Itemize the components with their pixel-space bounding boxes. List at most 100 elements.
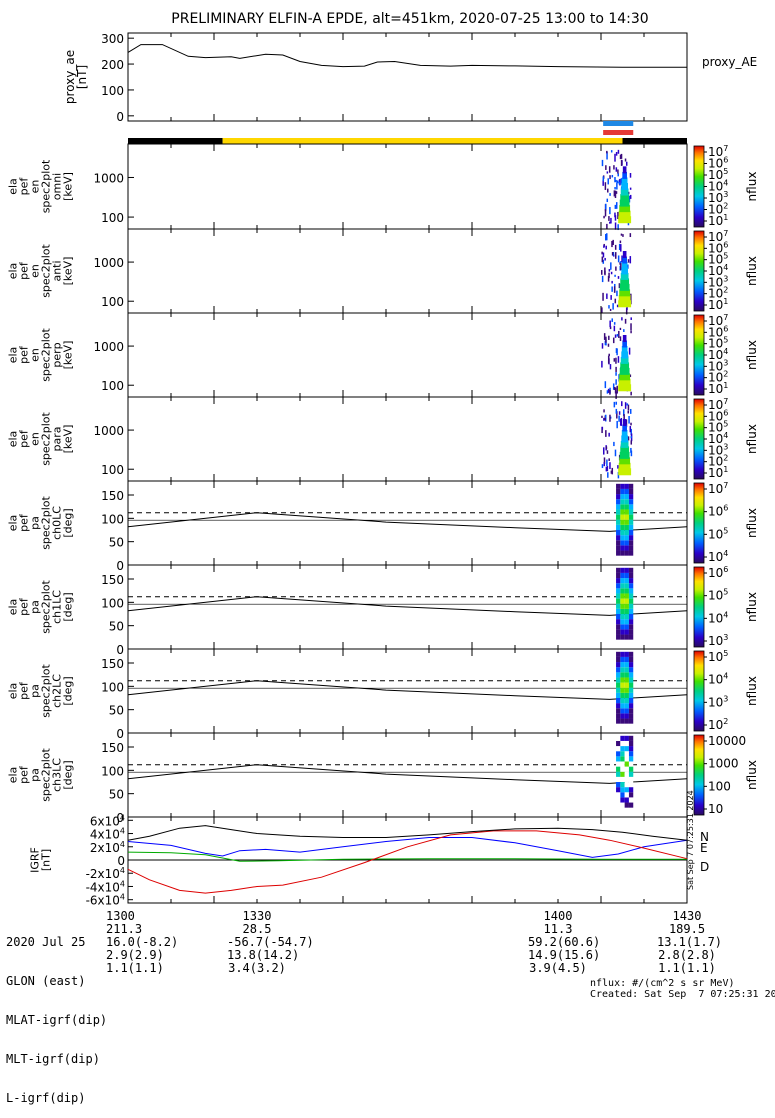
pa-ch2-pa-6-0	[616, 687, 621, 693]
en-para-speck-13	[627, 436, 630, 441]
pa-ch3-pa-8-2	[624, 761, 629, 767]
side-timestamp: Sat Sep 7 07:25:31 2024	[686, 790, 695, 890]
en-para-yticklabel-0: 1000	[93, 424, 124, 438]
pa-ch1-pa-2-3	[628, 624, 634, 630]
pa-ch2-pa-13-3	[628, 651, 634, 657]
en-anti-blob-6	[621, 267, 629, 275]
en-anti-blob-4	[620, 278, 630, 286]
en-para-speck-49	[630, 447, 632, 453]
igrf-legend-N: N	[700, 830, 709, 844]
en-perp-speck-69	[606, 390, 609, 394]
pa-ch2-cblabel-1: 104	[708, 672, 728, 687]
en-anti-speck-19	[601, 251, 603, 255]
pa-ch1-ylabel: elapefpaspec2plotch1LC[deg]	[7, 580, 75, 634]
pa-ch0-pa-13-1	[620, 483, 625, 489]
en-perp-speck-66	[607, 355, 610, 364]
footer-value-0-3: 1430	[672, 909, 702, 923]
en-omni-speck-25	[604, 209, 607, 217]
en-omni-blob-8	[622, 171, 627, 179]
en-anti-cblabel-1: 106	[708, 240, 728, 255]
pa-ch3-pa-5-0	[616, 776, 621, 782]
en-perp-cblabel-0: 107	[708, 313, 728, 328]
pa-ch0-pa-12-3	[628, 488, 634, 495]
pa-ch1-pa-7-2	[624, 598, 629, 604]
pa-ch0-pa-2-1	[620, 540, 625, 546]
en-para-speck-3	[630, 428, 632, 436]
en-perp-blob-6	[621, 351, 629, 359]
en-perp-speck-68	[601, 360, 603, 368]
en-para-speck-63	[601, 464, 604, 469]
en-perp-speck-14	[617, 356, 620, 363]
en-perp-speck-19	[630, 323, 632, 331]
en-omni-ylabel: elapefenspec2plotomni[keV]	[7, 159, 75, 213]
en-perp-speck-51	[607, 343, 610, 347]
en-anti-blob-5	[620, 272, 629, 280]
en-omni-cblabel-6: 101	[708, 213, 728, 228]
en-perp-blob-8	[622, 340, 627, 348]
pa-ch2-pa-1-3	[628, 713, 634, 719]
pa-ch3-colorbar	[693, 734, 705, 816]
en-para-speck-7	[608, 458, 610, 461]
status-segment-1	[222, 138, 623, 144]
pa-ch3-cblabel-0: 10000	[708, 734, 746, 748]
pa-ch0-pa-11-1	[620, 494, 625, 500]
pa-ch1-pa-4-3	[628, 614, 634, 620]
pa-ch3-pa-5-3	[628, 776, 634, 782]
pa-ch2-pa-3-1	[620, 703, 625, 709]
status-segment-0	[128, 138, 223, 144]
pa-ch1-cblabel-0: 106	[708, 565, 728, 580]
en-omni-speck-50	[607, 188, 609, 193]
en-perp-blob-4	[620, 362, 630, 370]
en-perp-speck-59	[613, 322, 616, 325]
pa-ch2-colorbar	[693, 650, 705, 732]
en-omni-blob-4	[620, 194, 630, 202]
en-omni-speck-69	[629, 194, 632, 199]
en-para-cblabel-5: 102	[708, 454, 728, 469]
pa-ch1-pa-6-0	[616, 603, 621, 609]
pa-ch0-cblabel-0: 107	[708, 481, 728, 496]
pa-ch2-pa-7-3	[628, 682, 634, 688]
pa-ch1-pa-5-3	[628, 608, 634, 614]
pa-ch2-pa-10-0	[616, 667, 621, 673]
en-omni-speck-16	[614, 212, 616, 218]
en-anti-speck-69	[620, 244, 622, 252]
pa-ch0-pa-1-1	[620, 545, 625, 551]
pa-ch1-colorbar	[693, 566, 705, 648]
igrf-series-D	[127, 830, 688, 894]
en-perp-speck-44	[619, 327, 622, 330]
en-para-speck-8	[606, 459, 608, 467]
en-omni-speck-1	[614, 186, 616, 190]
en-omni-speck-58	[614, 190, 617, 199]
en-para-cblabel-3: 104	[708, 431, 728, 446]
en-omni-speck-22	[609, 221, 611, 224]
pa-ch0-pa-9-0	[616, 504, 621, 510]
pa-ch2-pa-8-1	[620, 677, 625, 683]
pa-ch1-yticklabel-3: 0	[116, 643, 124, 657]
en-omni-speck-9	[617, 173, 619, 177]
en-anti-blob-3	[619, 283, 630, 291]
en-perp-speck-57	[605, 336, 607, 343]
en-omni-speck-46	[620, 178, 623, 185]
en-anti-speck-17	[619, 261, 622, 265]
pa-ch2-pa-13-0	[616, 651, 621, 657]
en-anti-blob-7	[621, 261, 628, 269]
pa-ch1-yticklabel-0: 150	[101, 573, 124, 587]
pa-ch0-pa-2-0	[616, 540, 621, 546]
pa-ch3-pa-2-1	[620, 792, 625, 798]
pa-ch2-pa-4-2	[624, 698, 629, 704]
pa-ch1-pa-11-1	[620, 578, 625, 584]
en-perp-speck-15	[609, 326, 612, 330]
en-perp-speck-46	[615, 372, 617, 376]
igrf-series-N	[127, 837, 688, 858]
pa-ch3-pa-6-2	[624, 771, 629, 777]
pa-ch0-pa-5-2	[624, 524, 629, 530]
pa-ch1-pa-12-0	[616, 572, 621, 579]
pa-ch1-pa-3-3	[628, 619, 634, 625]
pa-ch0-pa-1-3	[628, 545, 634, 551]
pa-ch2-pa-10-1	[620, 667, 625, 673]
pa-ch0-pa-6-1	[620, 519, 625, 525]
en-anti-blob-8	[622, 256, 627, 264]
en-anti-speck-58	[611, 286, 613, 292]
en-perp-cblabel-5: 102	[708, 370, 728, 385]
igrf-ylabel: IGRF[nT]	[29, 847, 53, 873]
